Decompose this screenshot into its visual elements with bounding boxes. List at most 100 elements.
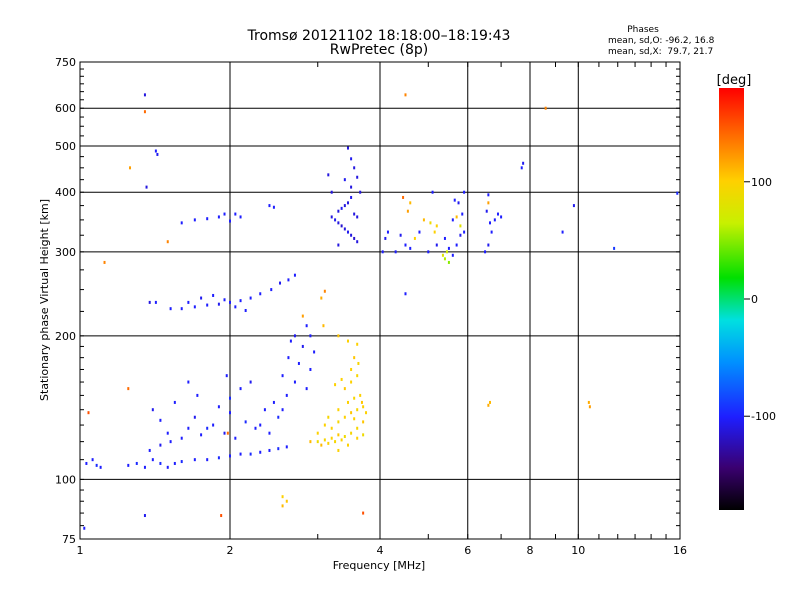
colorbar-ticks: 100 0 -100 — [744, 176, 776, 423]
data-point — [173, 461, 176, 465]
data-point — [356, 240, 359, 244]
data-point — [353, 236, 356, 240]
data-point — [356, 215, 359, 219]
plot-frame — [79, 61, 681, 540]
data-point — [289, 339, 292, 343]
data-point — [500, 215, 503, 219]
data-point — [154, 149, 157, 153]
data-point — [229, 411, 231, 415]
data-point — [279, 281, 282, 285]
data-point — [301, 344, 304, 348]
data-point — [297, 361, 300, 365]
data-point — [239, 299, 242, 303]
data-point — [404, 292, 407, 296]
data-point — [451, 253, 454, 257]
data-point — [406, 209, 409, 213]
data-point — [229, 454, 231, 458]
data-point — [166, 431, 169, 435]
data-points — [83, 93, 679, 530]
data-point — [200, 433, 203, 437]
data-point — [544, 106, 547, 110]
data-point — [463, 230, 466, 234]
colorbar-tick-label: 100 — [751, 176, 772, 189]
data-point — [340, 438, 343, 442]
data-point — [293, 380, 296, 384]
data-point — [487, 193, 490, 197]
data-point — [143, 93, 146, 97]
data-point — [127, 387, 130, 391]
data-point — [270, 288, 273, 292]
data-point — [206, 426, 209, 430]
data-point — [249, 452, 252, 456]
data-point — [353, 417, 356, 421]
data-point — [159, 418, 162, 422]
data-point — [337, 420, 340, 424]
data-point — [254, 426, 257, 430]
data-point — [166, 240, 169, 244]
data-point — [350, 431, 353, 435]
colorbar — [719, 88, 744, 510]
data-point — [127, 463, 130, 467]
data-point — [356, 408, 359, 412]
data-point — [277, 447, 280, 451]
data-point — [309, 440, 312, 444]
data-point — [353, 396, 356, 400]
data-point — [484, 250, 487, 254]
data-point — [350, 411, 353, 415]
data-point — [346, 400, 349, 404]
data-point — [323, 289, 326, 293]
data-point — [404, 243, 407, 247]
data-point — [193, 305, 196, 309]
data-point — [285, 445, 288, 449]
data-point — [156, 152, 159, 156]
data-point — [206, 303, 209, 307]
chart-title: Tromsø 20121102 18:18:00–18:19:43 — [247, 28, 511, 44]
data-point — [356, 342, 359, 346]
data-point — [323, 438, 326, 442]
data-point — [402, 195, 405, 199]
data-point — [337, 334, 340, 338]
data-point — [362, 511, 365, 515]
data-point — [316, 440, 319, 444]
grid-lines — [80, 62, 680, 539]
y-tick-label: 600 — [55, 102, 76, 115]
data-point — [359, 393, 362, 397]
data-point — [490, 230, 493, 234]
data-point — [91, 458, 94, 462]
data-point — [143, 110, 146, 114]
data-point — [346, 443, 349, 447]
y-tick-label: 200 — [55, 330, 76, 343]
data-point — [187, 300, 190, 304]
data-point — [327, 441, 330, 445]
x-tick-label: 6 — [464, 544, 471, 557]
data-point — [272, 205, 275, 209]
x-axis-tick-labels: 1 2 4 6 8 10 16 — [77, 544, 688, 557]
data-point — [384, 236, 387, 240]
data-point — [350, 367, 353, 371]
data-point — [330, 436, 333, 440]
data-point — [327, 173, 330, 177]
data-point — [496, 212, 499, 216]
x-tick-label: 4 — [377, 544, 384, 557]
data-point — [313, 350, 316, 354]
data-point — [447, 260, 450, 264]
x-axis-label: Frequency [MHz] — [333, 559, 425, 572]
y-axis-tick-labels: 75 100 200 300 400 500 600 750 — [55, 56, 76, 546]
data-point — [187, 426, 190, 430]
colorbar-tick-label: 0 — [751, 293, 758, 306]
data-point — [196, 393, 199, 397]
data-point — [234, 436, 237, 440]
data-point — [489, 221, 492, 225]
data-point — [187, 380, 190, 384]
data-point — [135, 461, 138, 465]
data-point — [277, 415, 280, 419]
data-point — [229, 396, 231, 400]
data-point — [151, 408, 154, 412]
data-point — [309, 334, 312, 338]
data-point — [357, 361, 360, 365]
data-point — [413, 236, 416, 240]
data-point — [409, 246, 412, 250]
data-point — [272, 400, 275, 404]
data-point — [263, 408, 266, 412]
